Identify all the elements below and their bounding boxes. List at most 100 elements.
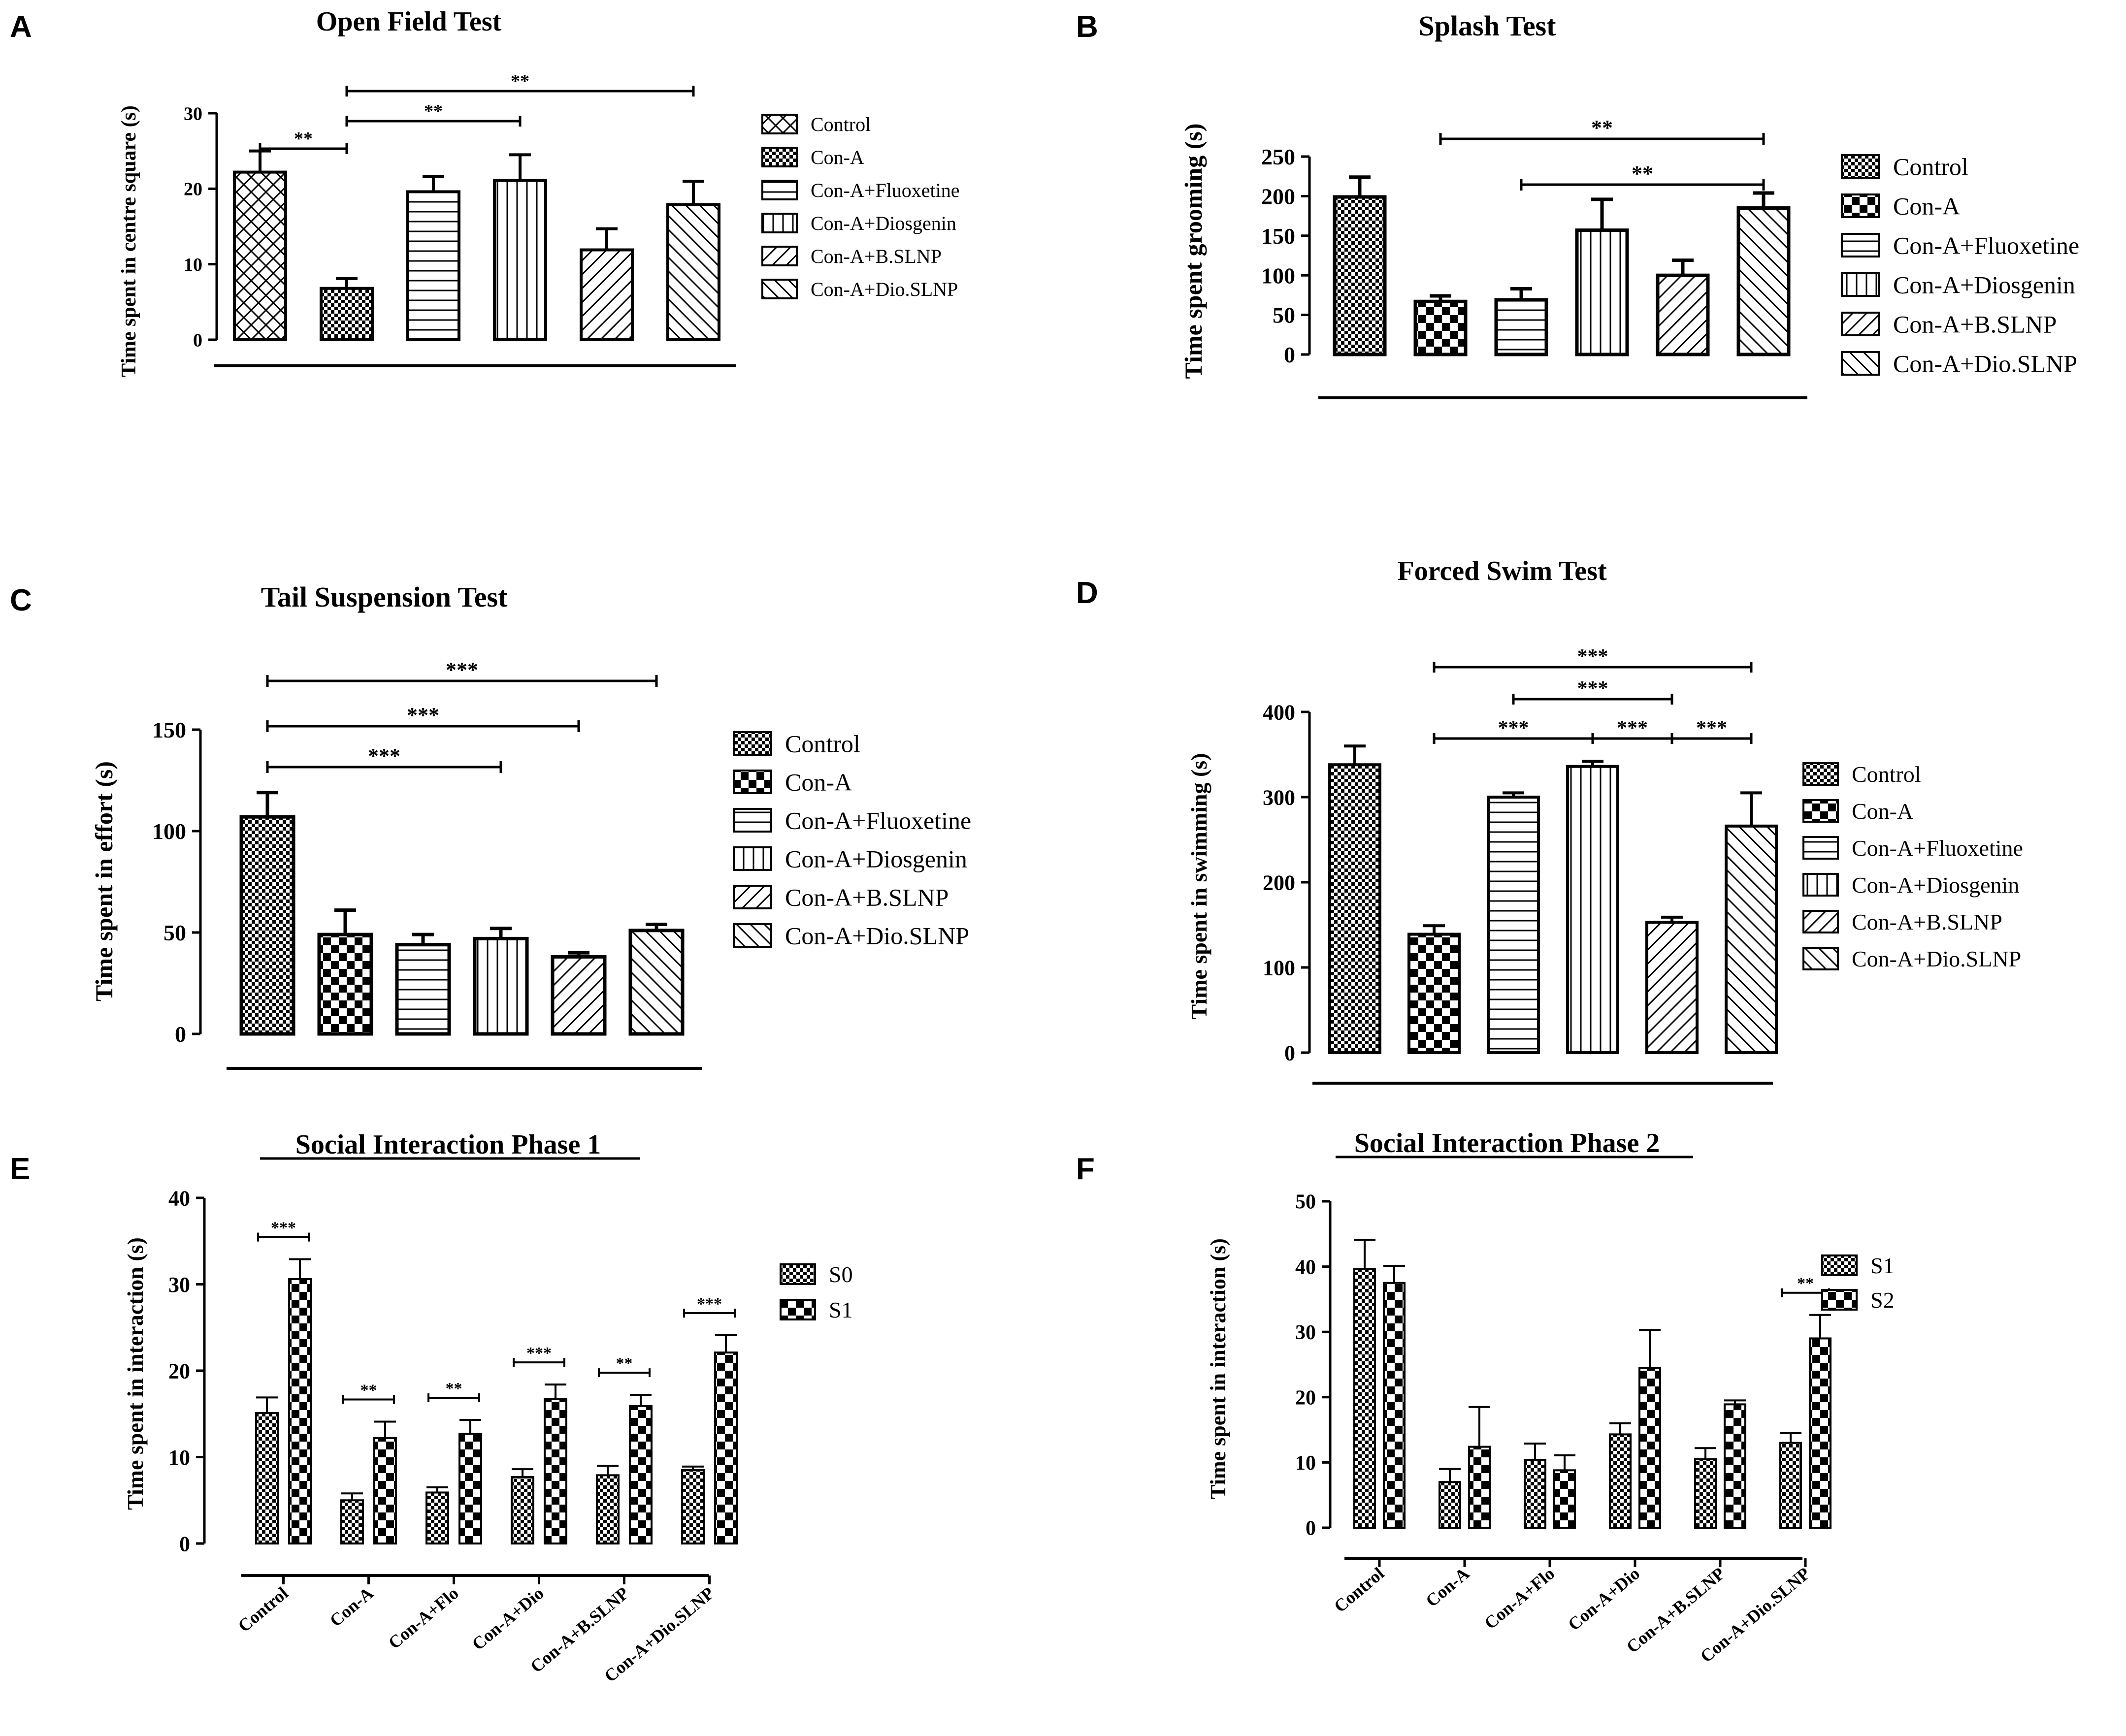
y-tick-label: 20 [168, 1359, 190, 1383]
bar [1328, 763, 1381, 1054]
significance-label: *** [697, 1295, 722, 1313]
panel-e: E Social Interaction Phase 1 Time spent … [10, 1129, 853, 1686]
x-tick-label: Control [234, 1583, 292, 1636]
significance-label: *** [1696, 717, 1727, 739]
legend-swatch [733, 808, 772, 833]
significance-label: ** [511, 71, 529, 92]
bar [551, 955, 607, 1036]
y-tick-label: 0 [1284, 1041, 1295, 1065]
bar [1487, 796, 1540, 1054]
significance-label: ** [294, 129, 313, 149]
y-tick-label: 20 [184, 179, 202, 200]
significance-label: *** [271, 1219, 296, 1237]
significance-label: *** [368, 744, 400, 768]
legend-label: Con-A+Dio.SLNP [1893, 350, 2077, 378]
legend-label: Con-A+Fluoxetine [785, 807, 971, 835]
legend-swatch [733, 885, 772, 909]
bar [1353, 1268, 1376, 1529]
panel-a: A Open Field Test Time spent in centre s… [10, 6, 960, 377]
legend-swatch [761, 114, 798, 134]
panel-letter-b: B [1076, 10, 1098, 44]
x-tick-label: Con-A [326, 1583, 377, 1630]
legend-label: S1 [829, 1297, 853, 1322]
bar [340, 1499, 364, 1544]
legend-label: Con-A+Fluoxetine [811, 179, 960, 201]
y-tick-label: 100 [1261, 263, 1295, 288]
x-tick-label: Con-A+Dio [1564, 1563, 1643, 1634]
bar [255, 1412, 279, 1545]
y-tick-label: 150 [1261, 224, 1295, 249]
bar [580, 248, 634, 341]
legend-swatch [1802, 762, 1839, 786]
panel-b: B Splash Test Time spent grooming (s) 0 5… [1076, 10, 2079, 399]
legend-swatch [1841, 351, 1880, 376]
legend-label: Con-A+Dio.SLNP [1852, 946, 2021, 971]
y-tick-label: 0 [175, 1022, 186, 1047]
x-tick-label: Con-A [1422, 1563, 1473, 1610]
legend-label: Con-A+Diosgenin [1893, 271, 2075, 299]
y-tick-label: 0 [179, 1532, 190, 1556]
legend-label: Control [1893, 153, 1968, 181]
significance-label: *** [407, 703, 439, 727]
panel-c: C Tail Suspension Test Time spent in eff… [10, 581, 971, 1070]
legend-swatch [761, 279, 798, 299]
bar [1566, 765, 1619, 1054]
legend-swatch [1821, 1254, 1858, 1276]
legend-label: S0 [829, 1262, 853, 1287]
bar [628, 929, 685, 1036]
legend-label: Control [811, 113, 871, 135]
bar [681, 1469, 705, 1544]
significance-label: *** [1498, 717, 1529, 739]
legend-label: Con-A+Fluoxetine [1852, 836, 2023, 861]
bar [1736, 206, 1791, 356]
legend-swatch [733, 770, 772, 794]
y-tick-label: 50 [164, 920, 186, 945]
legend-swatch [1841, 193, 1880, 218]
y-tick-label: 10 [1295, 1452, 1316, 1475]
bar [666, 203, 720, 341]
legend-swatch [761, 180, 798, 200]
y-tick-label: 150 [152, 717, 186, 742]
y-axis-label: Time spent in interaction (s) [123, 1237, 148, 1510]
bar [1575, 228, 1629, 356]
y-axis-label: Time spent in swimming (s) [1186, 753, 1211, 1020]
panel-f: F Social Interaction Phase 2 Time spent … [1076, 1128, 1895, 1667]
chart-title: Tail Suspension Test [261, 581, 508, 613]
y-tick-label: 50 [1273, 303, 1295, 328]
legend-swatch [1802, 836, 1839, 860]
y-tick-label: 30 [1295, 1321, 1316, 1344]
legend-swatch [733, 923, 772, 948]
legend-label: Con-A+B.SLNP [811, 245, 942, 267]
legend-swatch [780, 1299, 816, 1320]
y-tick-label: 200 [1263, 870, 1295, 895]
y-tick-label: 0 [1306, 1517, 1316, 1540]
legend-label: Con-A+Diosgenin [785, 845, 967, 873]
significance-label: ** [424, 101, 443, 122]
legend-label: Con-A+B.SLNP [1852, 909, 2002, 934]
significance-label: ** [1632, 161, 1653, 186]
y-tick-label: 10 [168, 1446, 190, 1470]
y-tick-label: 0 [1284, 342, 1295, 367]
bar [1333, 195, 1387, 356]
bar [714, 1351, 738, 1545]
panel-letter-e: E [10, 1152, 30, 1186]
y-tick-label: 30 [184, 103, 202, 124]
significance-label: *** [526, 1344, 552, 1362]
y-tick-label: 40 [1295, 1256, 1316, 1279]
legend-swatch [1802, 799, 1839, 823]
bar [425, 1491, 449, 1545]
y-tick-label: 40 [168, 1186, 190, 1210]
legend-swatch [733, 731, 772, 756]
bar [596, 1474, 620, 1544]
bar [1638, 1367, 1661, 1529]
bar [629, 1405, 653, 1545]
legend-swatch [1802, 947, 1839, 970]
y-axis-label: Time spent grooming (s) [1179, 124, 1207, 379]
legend-swatch [1802, 910, 1839, 933]
chart-title: Open Field Test [316, 6, 502, 37]
legend-swatch [1802, 873, 1839, 897]
y-tick-label: 100 [152, 819, 186, 844]
bar [1724, 1403, 1746, 1529]
bar [1413, 299, 1468, 356]
